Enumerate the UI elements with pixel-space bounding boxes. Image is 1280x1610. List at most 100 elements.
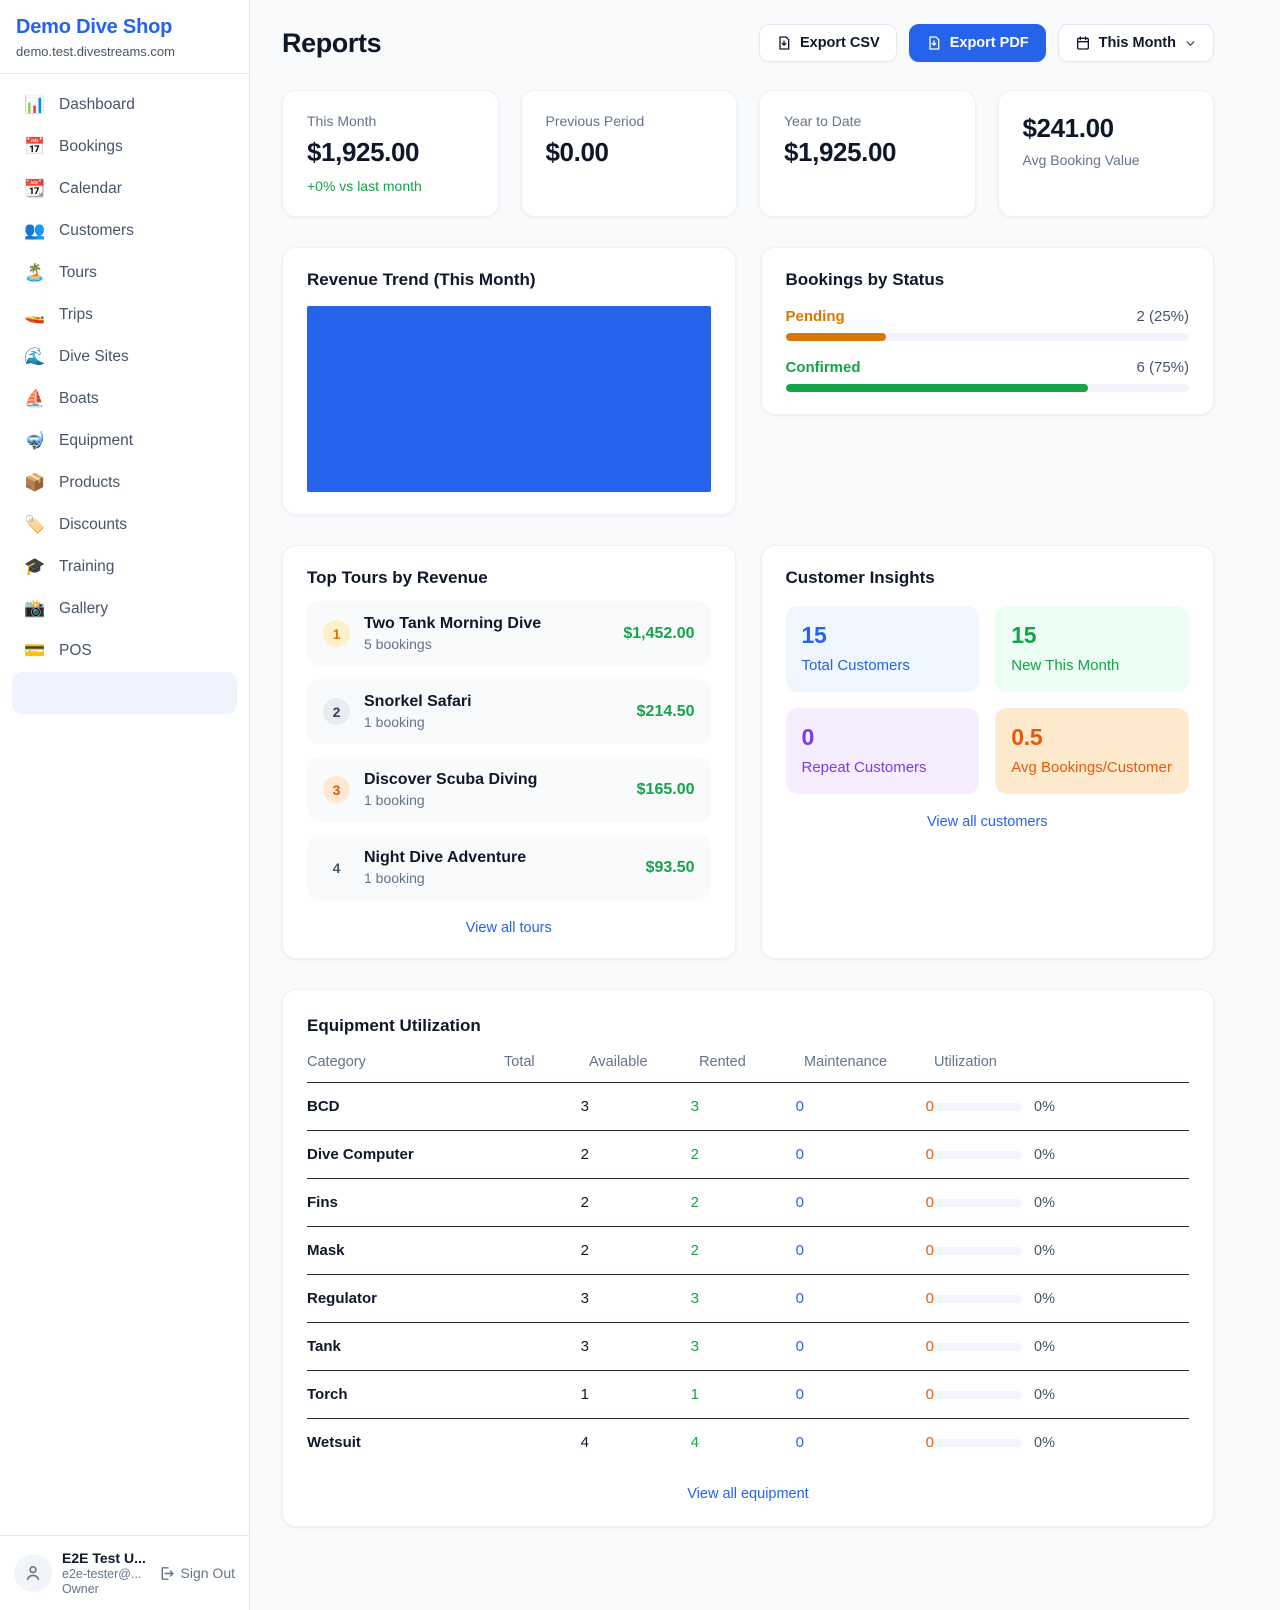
header-actions: Export CSV Export PDF This Month xyxy=(758,24,1214,62)
sidebar-item-customers[interactable]: 👥 Customers xyxy=(12,210,237,252)
equipment-available: 3 xyxy=(589,1322,699,1371)
sidebar-item-discounts[interactable]: 🏷️ Discounts xyxy=(12,504,237,546)
rank-badge: 3 xyxy=(323,776,350,803)
equipment-available: 1 xyxy=(589,1370,699,1419)
equipment-maintenance: 0 xyxy=(925,1434,934,1451)
dive-sites-icon: 🌊 xyxy=(24,347,46,367)
view-all-customers-link[interactable]: View all customers xyxy=(926,814,1048,830)
tile-repeat-customers: 0 Repeat Customers xyxy=(785,708,980,794)
sidebar-item-label: Customers xyxy=(59,222,134,239)
page-title: Reports xyxy=(282,27,382,58)
sign-out-button[interactable]: Sign Out xyxy=(158,1565,235,1582)
sidebar-item-label: Calendar xyxy=(59,180,122,197)
insight-label: Avg Bookings/Customer xyxy=(1011,759,1172,776)
page-header: Reports Export CSV Export PDF xyxy=(282,24,1214,62)
equipment-row-dive-computer: Dive Computer 2 2 0 0 0% xyxy=(307,1130,1189,1179)
sidebar-item-partial[interactable] xyxy=(12,672,237,714)
user-footer: E2E Test U... e2e-tester@... Owner Sign … xyxy=(0,1535,249,1610)
top-tours-title: Top Tours by Revenue xyxy=(307,568,488,587)
tile-new-this-month: 15 New This Month xyxy=(995,606,1189,692)
equipment-category: Fins xyxy=(307,1178,504,1227)
equipment-rented: 0 xyxy=(795,1434,804,1451)
equipment-table: Category Total Available Rented Maintena… xyxy=(307,1054,1189,1466)
utilization-bar xyxy=(934,1150,1022,1159)
utilization-bar xyxy=(934,1342,1022,1351)
calendar-icon xyxy=(1076,36,1089,50)
stat-card-previous-period: Previous Period $0.00 xyxy=(520,90,737,217)
utilization-pct: 0% xyxy=(1034,1242,1055,1259)
sidebar-item-boats[interactable]: ⛵ Boats xyxy=(12,378,237,420)
sidebar-item-label: POS xyxy=(59,642,92,659)
equipment-title: Equipment Utilization xyxy=(307,1016,481,1035)
utilization-pct: 0% xyxy=(1034,1146,1055,1163)
tour-name: Night Dive Adventure xyxy=(364,849,527,866)
sidebar-item-tours[interactable]: 🏝️ Tours xyxy=(12,252,237,294)
tour-row: 2 Snorkel Safari 1 booking $214.50 xyxy=(307,679,711,744)
sidebar-item-calendar[interactable]: 📆 Calendar xyxy=(12,168,237,210)
equipment-maintenance: 0 xyxy=(804,1322,934,1371)
export-pdf-button[interactable]: Export PDF xyxy=(908,24,1046,62)
equipment-available: 3 xyxy=(589,1274,699,1323)
equipment-available: 2 xyxy=(589,1226,699,1275)
equipment-category: Regulator xyxy=(307,1274,504,1323)
sidebar-item-label: Tours xyxy=(59,264,97,281)
insight-label: Repeat Customers xyxy=(801,759,927,776)
period-dropdown[interactable]: This Month xyxy=(1057,24,1214,62)
equipment-rented: 0 xyxy=(699,1082,804,1131)
col-available: Available xyxy=(589,1054,699,1083)
equipment-category: Wetsuit xyxy=(307,1434,361,1451)
tour-row: 1 Two Tank Morning Dive 5 bookings $1,45… xyxy=(307,601,711,666)
sidebar-item-label: Gallery xyxy=(59,600,109,617)
boats-icon: ⛵ xyxy=(24,389,46,409)
utilization-bar xyxy=(934,1390,1022,1399)
top-tours-card: Top Tours by Revenue 1 Two Tank Morning … xyxy=(282,545,736,959)
insight-value: 0 xyxy=(801,724,815,750)
equipment-rented: 0 xyxy=(699,1130,804,1179)
stat-card-year-to-date: Year to Date $1,925.00 xyxy=(759,90,976,217)
stat-value: $1,925.00 xyxy=(784,137,897,167)
equipment-available: 3 xyxy=(589,1082,699,1131)
sidebar-item-dashboard[interactable]: 📊 Dashboard xyxy=(12,84,237,126)
stat-delta: +0% vs last month xyxy=(307,178,422,194)
sidebar-item-label: Training xyxy=(59,558,115,575)
utilization-bar xyxy=(934,1198,1022,1207)
file-download-icon xyxy=(779,36,790,50)
status-count: 2 (25%) xyxy=(1136,308,1189,325)
view-all-tours-link[interactable]: View all tours xyxy=(465,920,552,936)
tour-bookings: 1 booking xyxy=(364,870,425,886)
equipment-maintenance: 0 xyxy=(804,1370,934,1419)
rank-badge: 1 xyxy=(323,620,350,647)
utilization-bar xyxy=(934,1294,1022,1303)
sidebar-item-gallery[interactable]: 📸 Gallery xyxy=(12,588,237,630)
equipment-category: Mask xyxy=(307,1226,504,1275)
training-icon: 🎓 xyxy=(24,557,46,577)
equipment-row-bcd: BCD 3 3 0 0 0% xyxy=(307,1082,1189,1131)
sidebar-item-training[interactable]: 🎓 Training xyxy=(12,546,237,588)
tour-name: Snorkel Safari xyxy=(364,693,472,710)
equipment-rented: 0 xyxy=(699,1274,804,1323)
brand-block: Demo Dive Shop demo.test.divestreams.com xyxy=(0,0,249,74)
sidebar-item-bookings[interactable]: 📅 Bookings xyxy=(12,126,237,168)
equipment-header-row: Category Total Available Rented Maintena… xyxy=(307,1054,1189,1083)
sidebar-item-equipment[interactable]: 🤿 Equipment xyxy=(12,420,237,462)
col-maintenance: Maintenance xyxy=(804,1054,934,1083)
shop-name: Demo Dive Shop xyxy=(16,16,173,38)
equipment-total: 2 xyxy=(504,1226,589,1275)
equipment-available: 4 xyxy=(690,1434,699,1451)
discounts-icon: 🏷️ xyxy=(24,515,46,535)
sidebar-item-products[interactable]: 📦 Products xyxy=(12,462,237,504)
equipment-category: Dive Computer xyxy=(307,1130,504,1179)
export-csv-label: Export CSV xyxy=(799,35,880,51)
sidebar-item-dive-sites[interactable]: 🌊 Dive Sites xyxy=(12,336,237,378)
insight-value: 15 xyxy=(801,622,827,648)
sidebar-item-pos[interactable]: 💳 POS xyxy=(12,630,237,672)
stat-card-this-month: This Month $1,925.00 +0% vs last month xyxy=(282,90,499,217)
tour-revenue: $165.00 xyxy=(636,780,695,798)
sidebar-item-label: Boats xyxy=(59,390,99,407)
export-csv-button[interactable]: Export CSV xyxy=(758,24,897,62)
equipment-category: BCD xyxy=(307,1082,504,1131)
view-all-equipment-link[interactable]: View all equipment xyxy=(687,1486,809,1502)
col-total: Total xyxy=(504,1054,589,1083)
utilization-pct: 0% xyxy=(1034,1290,1055,1307)
sidebar-item-trips[interactable]: 🚤 Trips xyxy=(12,294,237,336)
